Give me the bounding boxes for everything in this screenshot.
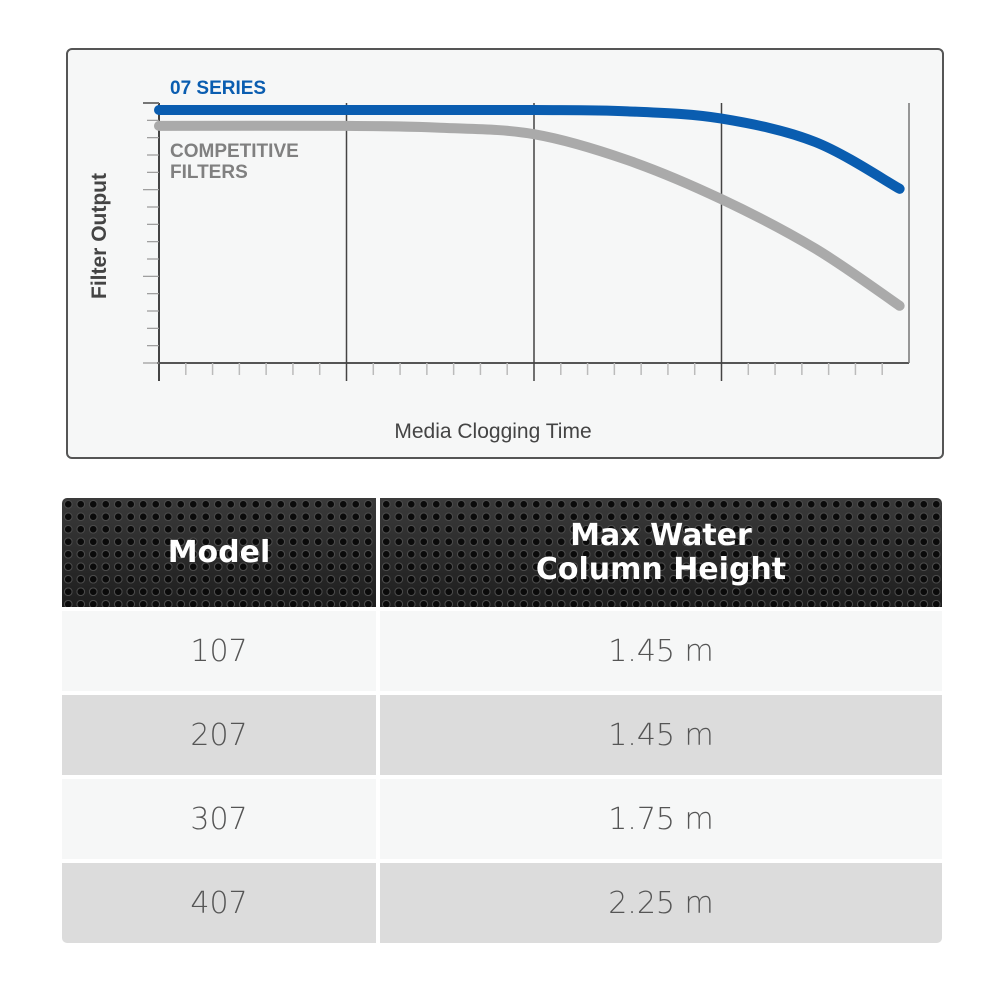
table-cell-model: 107 — [62, 611, 376, 691]
y-axis-label: Filter Output — [88, 173, 111, 299]
series-line-07-series — [154, 104, 905, 194]
legend-competitive-line1: COMPETITIVE — [170, 141, 299, 162]
header-model: Model — [62, 498, 376, 607]
header-max-height-line2: Column Height — [535, 551, 787, 587]
table-cell-model: 207 — [62, 695, 376, 775]
table-cell-model: 307 — [62, 779, 376, 859]
header-max-height: Max Water Column Height — [380, 498, 942, 607]
table-cell-model: 407 — [62, 863, 376, 943]
header-model-label: Model — [167, 534, 271, 570]
table-cell-height: 2.25 m — [380, 863, 942, 943]
header-max-height-line1: Max Water — [570, 517, 752, 553]
x-axis-label: Media Clogging Time — [394, 420, 591, 443]
legend-07-series: 07 SERIES — [170, 78, 266, 99]
table-cell-height: 1.45 m — [380, 695, 942, 775]
series-line-competitive-filters — [154, 120, 905, 311]
line-chart: 07 SERIES COMPETITIVE FILTERS Filter Out… — [88, 78, 910, 443]
table-cell-height: 1.75 m — [380, 779, 942, 859]
table-cell-height: 1.45 m — [380, 611, 942, 691]
chart-panel: 07 SERIES COMPETITIVE FILTERS Filter Out… — [66, 48, 944, 459]
legend-competitive-line2: FILTERS — [170, 162, 248, 183]
